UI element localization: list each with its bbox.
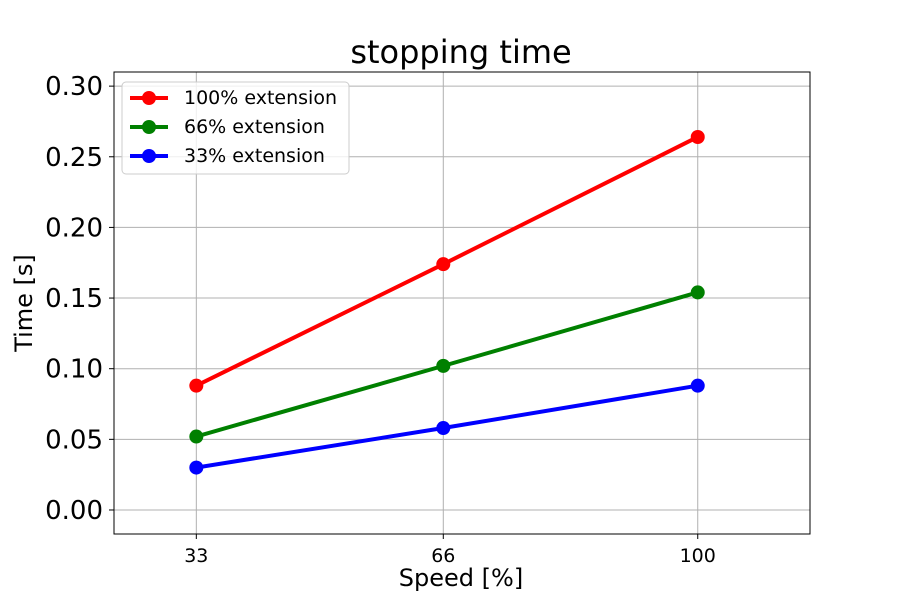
y-tick-label: 0.00 bbox=[45, 496, 103, 526]
data-point bbox=[436, 421, 451, 436]
legend-label: 33% extension bbox=[184, 145, 325, 167]
data-point bbox=[690, 285, 705, 300]
y-axis-label: Time [s] bbox=[10, 254, 38, 353]
data-point bbox=[690, 129, 705, 144]
x-axis-label: Speed [%] bbox=[399, 564, 523, 592]
y-tick-label: 0.10 bbox=[45, 355, 103, 385]
y-tick-label: 0.30 bbox=[45, 72, 103, 102]
data-point bbox=[189, 429, 204, 444]
legend-marker bbox=[142, 149, 156, 163]
y-tick-label: 0.15 bbox=[45, 284, 103, 314]
data-point bbox=[189, 378, 204, 393]
y-tick-label: 0.05 bbox=[45, 425, 103, 455]
y-axis-ticks: 0.00 0.05 0.10 0.15 0.20 0.25 0.30 bbox=[45, 72, 114, 526]
data-point bbox=[436, 358, 451, 373]
y-tick-label: 0.25 bbox=[45, 143, 103, 173]
data-point bbox=[436, 257, 451, 272]
legend-label: 100% extension bbox=[184, 87, 337, 109]
legend-marker bbox=[142, 120, 156, 134]
series-0 bbox=[189, 129, 705, 393]
plot-area-frame bbox=[113, 71, 811, 535]
x-tick-label: 33 bbox=[184, 545, 208, 567]
series-layer bbox=[189, 129, 705, 475]
legend: 100% extension 66% extension 33% extension bbox=[121, 81, 350, 175]
legend-label: 66% extension bbox=[184, 116, 325, 138]
legend-marker bbox=[142, 91, 156, 105]
x-tick-label: 66 bbox=[431, 545, 455, 567]
series-1 bbox=[189, 285, 705, 444]
data-point bbox=[189, 460, 204, 475]
x-axis-ticks: 33 66 100 bbox=[184, 534, 716, 567]
x-tick-label: 100 bbox=[680, 545, 716, 567]
series-2 bbox=[189, 378, 705, 475]
legend-box bbox=[121, 81, 350, 175]
chart-title: stopping time bbox=[350, 33, 571, 71]
y-tick-label: 0.20 bbox=[45, 213, 103, 243]
data-point bbox=[690, 378, 705, 393]
